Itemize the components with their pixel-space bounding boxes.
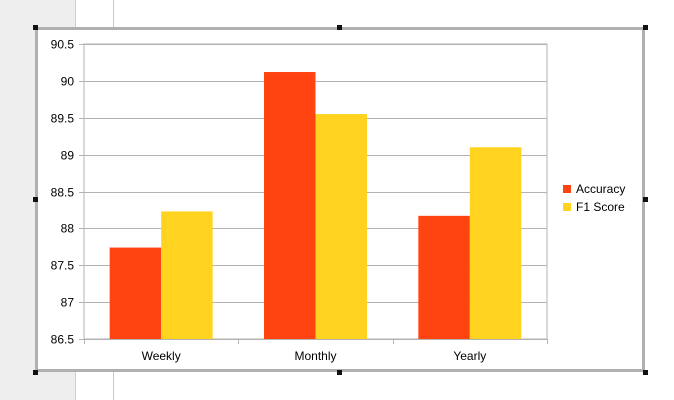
selection-handle-top-right[interactable] [643,25,648,30]
y-tick-label: 90.5 [51,38,75,52]
bars [109,72,522,340]
selection-handle-top-center[interactable] [337,25,342,30]
x-tick-label: Weekly [142,349,181,363]
legend-swatch [563,185,571,193]
selection-handle-top-left[interactable] [33,25,38,30]
axes: 86.5 87 87.5 88 88.5 89 89.5 90 90.5 Weekly Monthl… [51,38,548,363]
selection-handle-middle-right[interactable] [643,197,648,202]
legend-swatch [563,203,571,211]
selection-handle-bottom-right[interactable] [643,370,648,375]
bar-accuracy-monthly [264,72,316,340]
bar-accuracy-yearly [418,215,470,339]
y-tick-label: 89 [61,149,75,163]
selection-handle-bottom-center[interactable] [337,370,342,375]
selection-handle-middle-left[interactable] [33,197,38,202]
legend: Accuracy F1 Score [563,182,625,214]
bar-f1-score-weekly [161,211,213,339]
bar-f1-score-monthly [315,114,367,339]
x-tick-label: Yearly [453,349,486,363]
y-tick-label: 88.5 [51,186,75,200]
y-tick-label: 89.5 [51,112,75,126]
y-tick-label: 88 [61,222,75,236]
selection-handle-bottom-left[interactable] [33,370,38,375]
legend-label: F1 Score [576,200,625,214]
y-tick-label: 87 [61,296,75,310]
bar-f1-score-yearly [469,147,522,339]
legend-label: Accuracy [576,182,625,196]
y-tick-label: 86.5 [51,333,75,347]
y-tick-label: 90 [61,75,75,89]
x-tick-label: Monthly [294,349,336,363]
bar-accuracy-weekly [109,247,162,339]
y-tick-label: 87.5 [51,259,75,273]
